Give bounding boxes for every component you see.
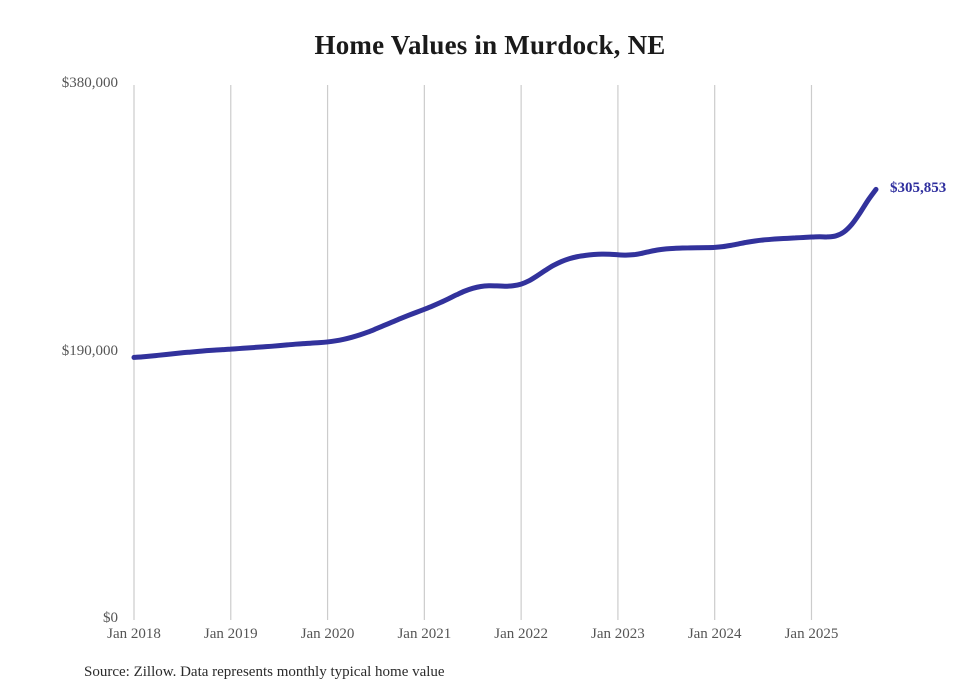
vertical-gridlines <box>133 85 813 620</box>
end-value-annotation: $305,853 <box>890 180 947 197</box>
x-axis-tick-label: Jan 2024 <box>687 626 742 642</box>
y-axis-tick-label: $380,000 <box>61 75 118 91</box>
x-axis-tick-label: Jan 2019 <box>203 626 258 642</box>
x-axis-tick-label: Jan 2025 <box>784 626 839 642</box>
y-axis-tick-label: $190,000 <box>61 342 118 359</box>
y-axis-tick-label: $0 <box>103 610 118 626</box>
x-axis-tick-label: Jan 2022 <box>494 626 548 642</box>
x-axis-tick-label: Jan 2023 <box>591 626 645 642</box>
page-title: Home Values in Murdock, NE <box>314 30 666 60</box>
x-axis-tick-label: Jan 2018 <box>107 626 161 642</box>
x-axis-tick-label: Jan 2020 <box>300 626 355 642</box>
source-note: Source: Zillow. Data represents monthly … <box>84 664 445 680</box>
home-value-line <box>131 186 879 360</box>
x-axis-tick-label: Jan 2021 <box>397 626 452 642</box>
